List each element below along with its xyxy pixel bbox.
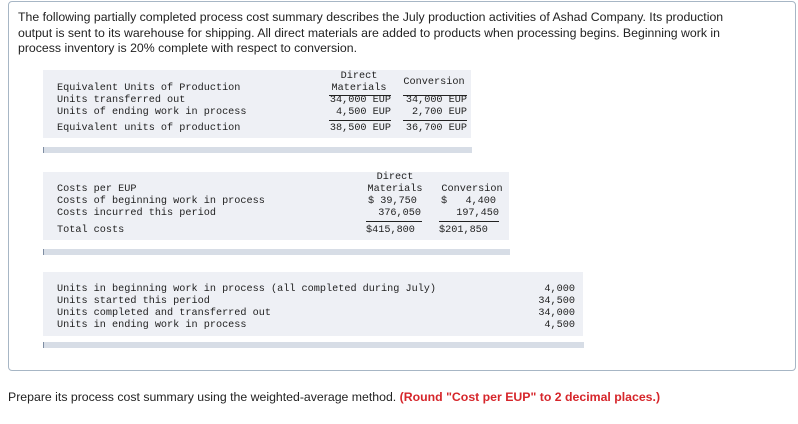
cost-row-conv: 197,450 (456, 208, 499, 219)
units-row-value: 4,000 (544, 284, 575, 295)
units-row-label: Units completed and transferred out (57, 308, 271, 319)
units-table-footer-bar (43, 342, 584, 348)
units-row-value: 34,500 (538, 296, 575, 307)
eup-row-dm: 34,000 EUP (329, 95, 391, 106)
cost-row-dm: $ 39,750 (368, 196, 417, 207)
cost-dm-header-1: Direct (376, 172, 414, 183)
eup-table-footer-bar (43, 147, 472, 153)
cost-table: Direct Materials Conversion Costs per EU… (43, 172, 509, 240)
eup-header-rule-conv (403, 95, 467, 96)
cost-subtotal-rule-dm (366, 221, 422, 222)
eup-row-conv: 2,700 EUP (411, 107, 467, 118)
eup-conv-header: Conversion (403, 77, 465, 88)
cost-row-conv: $ 4,400 (441, 196, 497, 207)
eup-subtotal-rule-dm (329, 120, 391, 121)
units-row-label: Units in ending work in process (57, 320, 247, 331)
eup-total-label: Equivalent units of production (57, 123, 241, 134)
units-row-label: Units started this period (57, 296, 210, 307)
cost-row-dm: 376,050 (378, 208, 421, 219)
cost-row-label: Costs of beginning work in process (57, 196, 265, 207)
cost-subtotal-rule-conv (439, 221, 499, 222)
cost-table-footer-bar (43, 249, 510, 255)
eup-dm-header-2: Materials (331, 83, 387, 94)
instructions-text: Prepare its process cost summary using t… (8, 390, 397, 404)
cost-total-label: Total costs (57, 225, 125, 236)
units-row-label: Units in beginning work in process (all … (57, 284, 437, 295)
eup-subtotal-rule-conv (403, 120, 467, 121)
cost-total-dm: $415,800 (366, 225, 415, 236)
units-row-value: 34,000 (538, 308, 575, 319)
eup-header-label: Equivalent Units of Production (57, 83, 241, 94)
cost-conv-header: Conversion (441, 184, 503, 195)
problem-intro: The following partially completed proces… (18, 10, 724, 55)
eup-header-rule-dm (329, 95, 391, 96)
eup-dm-header-1: Direct (340, 71, 378, 82)
instructions: Prepare its process cost summary using t… (8, 390, 660, 404)
cost-total-conv: $201,850 (439, 225, 488, 236)
units-table: Units in beginning work in process (all … (43, 272, 583, 336)
cost-row-label: Costs incurred this period (57, 208, 216, 219)
eup-total-dm: 38,500 EUP (329, 123, 391, 134)
eup-row-label: Units transferred out (57, 95, 186, 106)
eup-row-conv: 34,000 EUP (405, 95, 467, 106)
eup-table: Direct Materials Conversion Equivalent U… (43, 70, 471, 138)
cost-header-label: Costs per EUP (57, 184, 137, 195)
cost-dm-header-2: Materials (367, 184, 423, 195)
rounding-note: (Round "Cost per EUP" to 2 decimal place… (399, 390, 661, 404)
eup-row-label: Units of ending work in process (57, 107, 247, 118)
eup-row-dm: 4,500 EUP (335, 107, 391, 118)
eup-total-conv: 36,700 EUP (405, 123, 467, 134)
units-row-value: 4,500 (544, 320, 575, 331)
